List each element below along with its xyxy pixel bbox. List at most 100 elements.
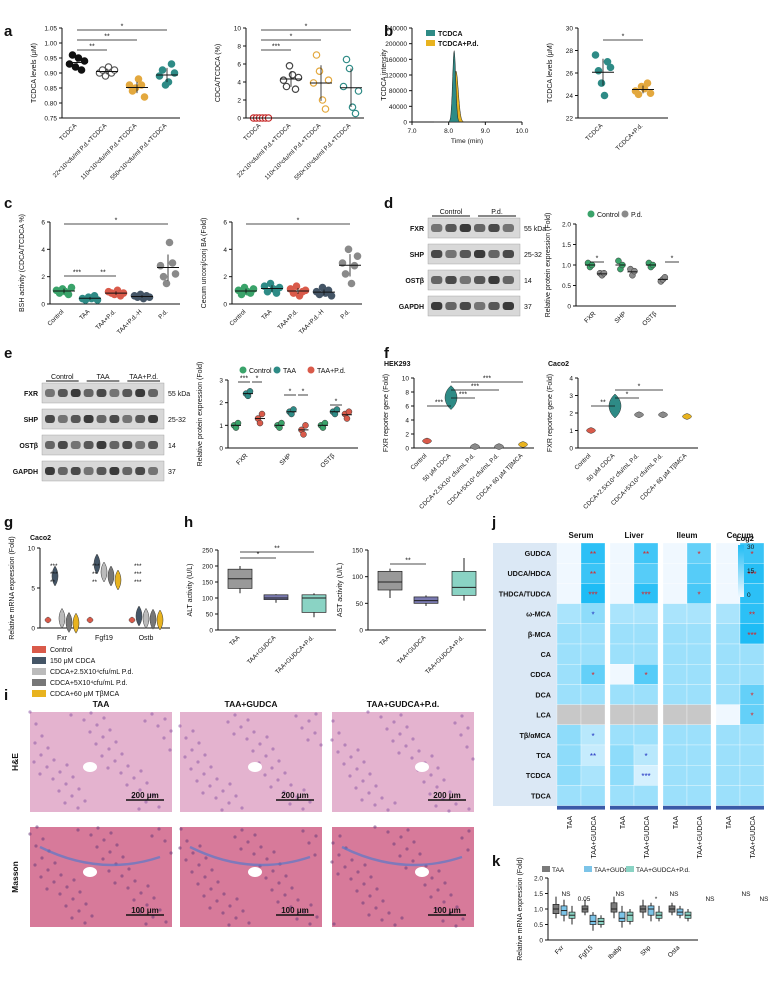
j-row-label: TDCA — [531, 791, 551, 800]
h-micrograph — [180, 712, 322, 812]
western-d-size-label: 37 — [524, 304, 532, 311]
h-scale-label: 200 μm — [433, 791, 461, 800]
western-e-band — [96, 389, 107, 397]
k-legend-label: TAA+GUDCA — [594, 867, 634, 874]
panel-letter-a: a — [4, 23, 13, 40]
a1-ytick-label: 0.90 — [44, 71, 57, 78]
h-nucleus — [277, 881, 281, 885]
c2-point — [292, 282, 301, 291]
h-nucleus — [404, 744, 408, 748]
k-ylabel: Relative mRNA expression (Fold) — [517, 857, 524, 960]
h-nucleus — [33, 863, 37, 867]
j-row-label: TCA — [536, 751, 551, 760]
k-ytick-label: 1.0 — [534, 907, 543, 914]
h-nucleus — [34, 722, 38, 726]
a2-point — [342, 55, 351, 64]
c1-point — [67, 283, 76, 292]
western-e-band — [148, 415, 158, 423]
e-point — [258, 410, 266, 418]
a2-point — [321, 105, 330, 113]
d-legend-swatch — [587, 210, 595, 218]
h-nucleus — [449, 893, 453, 897]
western-e-band — [70, 441, 81, 449]
j-cell — [556, 563, 582, 584]
j-cell — [686, 603, 712, 624]
a2-ylabel: CDCA/TCDCA (%) — [215, 44, 222, 102]
k-annotation: NS — [669, 891, 679, 898]
western-d-row-label: SHP — [410, 252, 425, 259]
h-nucleus — [367, 791, 371, 795]
d-xtick-label: OSTβ — [641, 310, 658, 327]
h-nucleus — [152, 896, 156, 900]
a2-point — [315, 67, 324, 76]
j-rowlabel-bg — [493, 543, 557, 806]
g-violin — [72, 612, 80, 634]
h-nucleus — [393, 923, 397, 927]
h-nucleus — [83, 799, 87, 803]
e-legend-label: TAA+P.d. — [317, 368, 346, 375]
j-cell — [662, 744, 688, 766]
g-legend-label: CDCA+5X10⁴cfu/mL P.d. — [50, 680, 128, 687]
c1-point — [165, 238, 174, 247]
h-nucleus — [202, 894, 206, 898]
h-nucleus — [429, 895, 433, 899]
h-nucleus — [197, 741, 201, 745]
h-nucleus — [300, 726, 304, 730]
a2-point — [324, 76, 333, 85]
h-nucleus — [198, 844, 202, 848]
h-nucleus — [115, 843, 119, 847]
j-group-bar — [663, 805, 711, 810]
j-column-label: TAA+GUDCA — [644, 816, 651, 859]
h-nucleus — [289, 905, 293, 909]
k-annotation: NS — [705, 896, 715, 903]
h-nucleus — [214, 796, 218, 800]
h-nucleus — [410, 756, 414, 760]
h-nucleus — [162, 736, 166, 740]
b2-point — [634, 90, 643, 99]
h-nucleus — [96, 826, 100, 830]
h-nucleus — [32, 760, 36, 764]
h-nucleus — [428, 792, 432, 796]
e-point — [256, 419, 264, 427]
b2-point — [646, 89, 655, 98]
k-box — [589, 914, 597, 925]
h-vessel — [248, 762, 262, 772]
c1-xtick-label: P.d. — [157, 308, 169, 320]
j-cell — [686, 664, 712, 685]
h-nucleus — [385, 727, 389, 731]
h-micrograph — [30, 712, 172, 812]
h-nucleus — [319, 743, 323, 747]
panel-h: TAA TAA+GUDCA TAA+GUDCA+P.d. H&E 200 μm 200 μ… — [10, 699, 475, 928]
h-nucleus — [276, 900, 280, 904]
j-tissue-label: Cecum — [727, 531, 754, 540]
j-group-bar — [557, 805, 605, 810]
western-d-band — [431, 302, 443, 310]
j-star: *** — [747, 631, 756, 640]
h-nucleus — [343, 865, 347, 869]
h-nucleus — [191, 729, 195, 733]
j-cell — [715, 684, 741, 705]
j-cell — [662, 603, 688, 624]
c1-xtick-label: Control — [46, 308, 65, 327]
h-nucleus — [168, 748, 172, 752]
chart-f1: 0 2 4 6 8 10 FXR reporter gene (Fold) HEK293 Con… — [383, 361, 534, 511]
western-d-band — [488, 302, 500, 310]
western-e-band — [135, 441, 146, 449]
h-scale-label: 100 μm — [281, 906, 309, 915]
f1-sig-label: *** — [471, 384, 479, 391]
c2-xtick-label: TAA+P.d. — [276, 308, 299, 331]
j-legend-tick: 30 — [747, 544, 755, 551]
h-nucleus — [107, 869, 111, 873]
h-scale-label: 100 μm — [131, 906, 159, 915]
d-ytick-label: 1.5 — [562, 242, 571, 249]
h-nucleus — [356, 748, 360, 752]
h-nucleus — [146, 884, 150, 888]
j-cell — [715, 643, 741, 665]
h-nucleus — [121, 855, 125, 859]
f1-sig-label: *** — [459, 392, 467, 399]
a1-point — [164, 78, 173, 86]
h-nucleus — [356, 870, 360, 874]
h-nucleus — [220, 808, 224, 812]
d-sig-label: * — [596, 256, 599, 263]
e-sig-label: * — [289, 389, 292, 396]
